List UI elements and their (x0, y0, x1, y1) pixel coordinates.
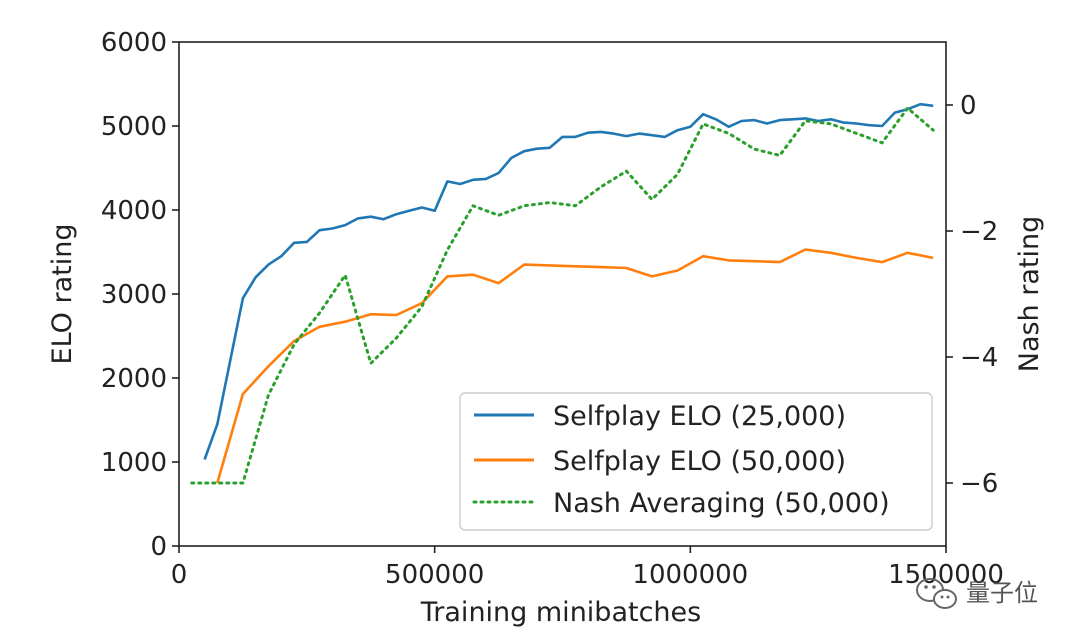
series-layer (190, 102, 935, 485)
y-right-tick-label: 0 (960, 91, 977, 121)
watermark-label: 量子位 (966, 579, 1038, 607)
y-axis-left-title: ELO rating (47, 224, 78, 365)
watermark: 量子位 (916, 578, 1038, 609)
legend-box (459, 392, 933, 531)
series-nash-averaging (190, 106, 935, 485)
series-selfplay-25000 (203, 102, 934, 460)
x-tick-label: 1000000 (632, 560, 748, 590)
series-selfplay-50000 (216, 248, 934, 484)
legend-label-selfplay-25000: Selfplay ELO (25,000) (553, 401, 846, 432)
y-left-tick-label: 1000 (101, 448, 167, 478)
y-left-tick-label: 0 (150, 532, 167, 562)
x-axis-title: Training minibatches (420, 597, 701, 628)
x-tick-label: 500000 (385, 560, 484, 590)
y-right-tick-label: −4 (960, 343, 998, 373)
y-axis-right-title: Nash rating (1014, 216, 1045, 373)
y-left-tick-label: 4000 (101, 196, 167, 226)
legend-label-selfplay-50000: Selfplay ELO (50,000) (553, 446, 846, 477)
y-right-tick-label: −6 (960, 469, 998, 499)
y-left-tick-label: 5000 (101, 112, 167, 142)
wechat-icon (916, 578, 957, 609)
y-right-tick-label: −2 (960, 217, 998, 247)
legend: Selfplay ELO (25,000) Selfplay ELO (50,0… (459, 392, 933, 531)
y-left-tick-label: 2000 (101, 364, 167, 394)
legend-label-nash-averaging: Nash Averaging (50,000) (553, 488, 890, 519)
y-left-tick-label: 3000 (101, 280, 167, 310)
x-tick-label: 0 (171, 560, 188, 590)
axes: 0 500000 1000000 1500000 0 1000 2000 3000 4000 50… (101, 28, 1004, 590)
x-tick-label: 1500000 (888, 560, 1004, 590)
y-left-tick-label: 6000 (101, 28, 167, 58)
